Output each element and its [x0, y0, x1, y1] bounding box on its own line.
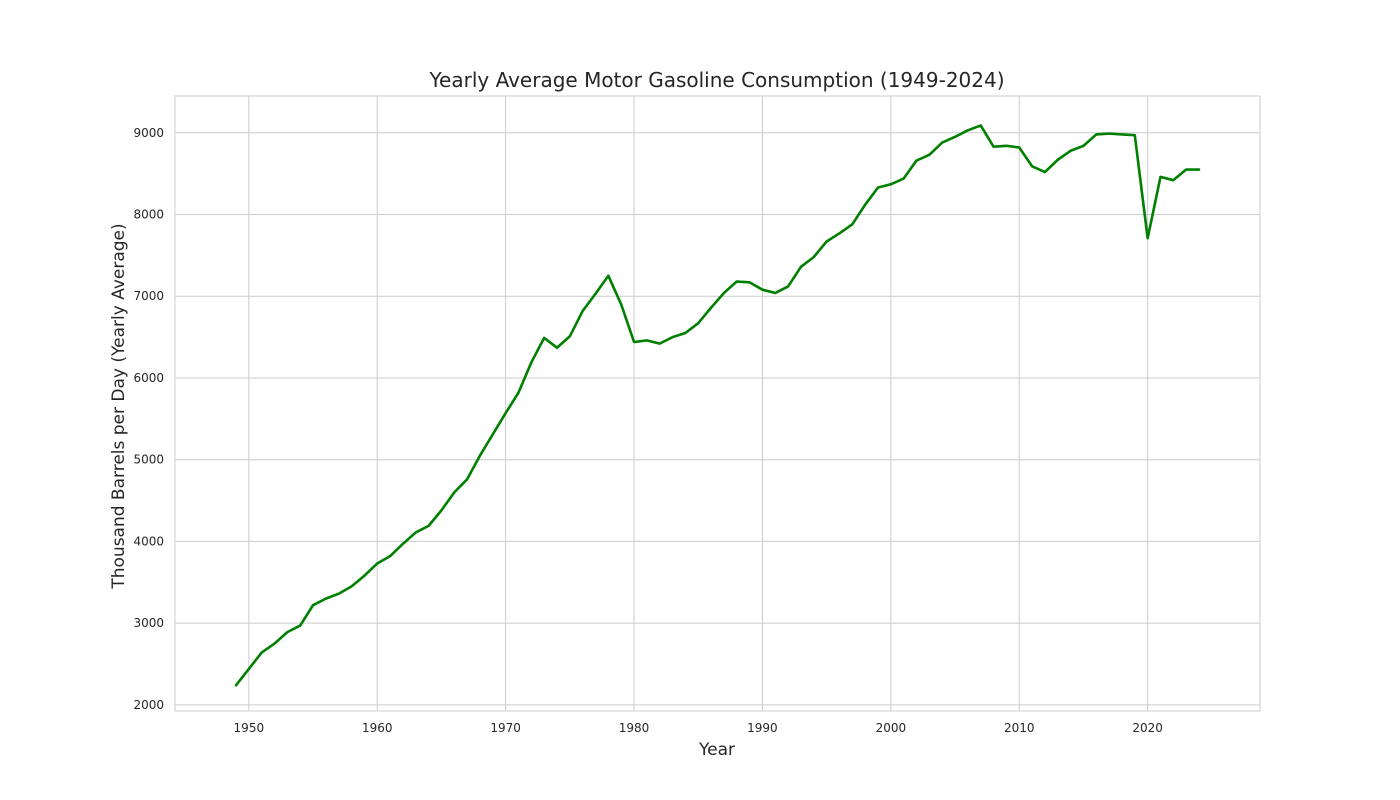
x-tick-label: 1990	[747, 721, 778, 735]
series-line	[234, 124, 1201, 687]
y-tick-label: 7000	[133, 289, 164, 303]
y-tick-label: 8000	[133, 208, 164, 222]
x-tick-label: 2020	[1132, 721, 1163, 735]
x-axis-label: Year	[698, 740, 735, 760]
x-tick-label: 1950	[234, 721, 265, 735]
plot-area	[175, 96, 1260, 711]
y-tick-label: 6000	[133, 371, 164, 385]
y-tick-label: 4000	[133, 534, 164, 548]
y-tick-label: 3000	[133, 616, 164, 630]
y-tick-label: 5000	[133, 453, 164, 467]
y-tick-labels: 2000 3000 4000 5000 6000 7000 8000 9000	[133, 126, 164, 712]
x-tick-label: 2010	[1004, 721, 1035, 735]
x-tick-label: 2000	[876, 721, 907, 735]
x-tick-label: 1970	[490, 721, 521, 735]
chart-title: Yearly Average Motor Gasoline Consumptio…	[428, 68, 1004, 92]
y-tick-label: 2000	[133, 698, 164, 712]
x-tick-label: 1980	[619, 721, 650, 735]
x-tick-labels: 1950 1960 1970 1980 1990 2000 2010 2020	[234, 721, 1163, 735]
gridlines	[175, 96, 1260, 711]
plot-frame	[174, 95, 1261, 712]
y-tick-label: 9000	[133, 126, 164, 140]
y-axis-label: Thousand Barrels per Day (Yearly Average…	[109, 223, 129, 589]
x-tick-label: 1960	[362, 721, 393, 735]
